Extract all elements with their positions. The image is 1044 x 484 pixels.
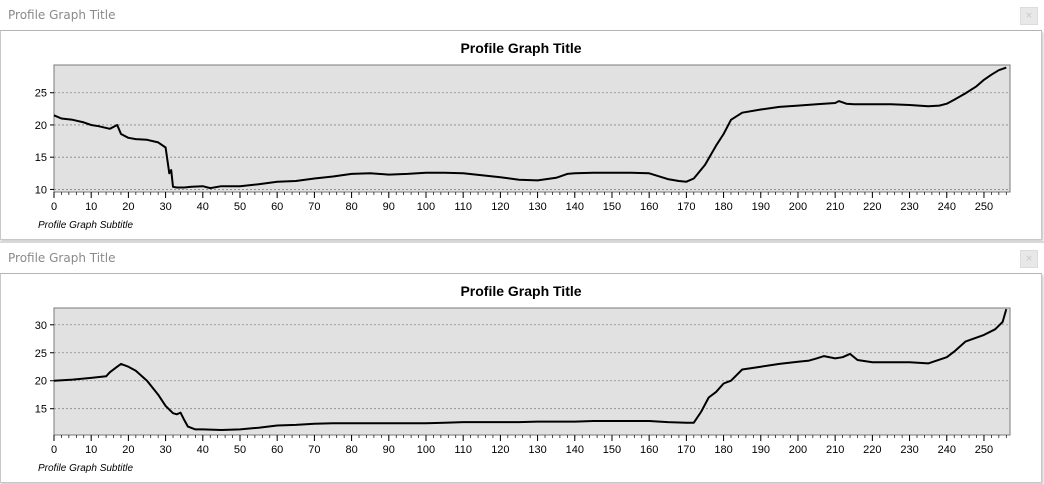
x-tick-label: 120 xyxy=(491,201,509,213)
x-tick-label: 120 xyxy=(491,444,509,456)
profile-graph-chart: Profile Graph Title 15 20 25 30 0 10 20 30 40 50 60… xyxy=(1,274,1041,482)
x-tick-label: 40 xyxy=(197,444,209,456)
x-tick-label: 0 xyxy=(51,444,57,456)
x-tick-label: 190 xyxy=(752,201,770,213)
x-tick-label: 70 xyxy=(308,201,320,213)
x-tick-label: 210 xyxy=(826,201,844,213)
chart-title: Profile Graph Title xyxy=(460,40,581,56)
x-tick-label: 160 xyxy=(640,444,658,456)
x-tick-label: 180 xyxy=(714,201,732,213)
x-tick-label: 200 xyxy=(789,444,807,456)
x-tick-label: 110 xyxy=(454,201,472,213)
x-tick-label: 250 xyxy=(975,444,993,456)
x-tick-label: 170 xyxy=(677,444,695,456)
x-tick-label: 60 xyxy=(271,444,283,456)
x-tick-label: 230 xyxy=(900,444,918,456)
x-tick-label: 110 xyxy=(454,444,472,456)
chart-title: Profile Graph Title xyxy=(460,283,581,299)
x-tick-label: 0 xyxy=(51,201,57,213)
x-tick-label: 140 xyxy=(566,201,584,213)
close-icon[interactable]: × xyxy=(1020,7,1038,25)
x-tick-label: 180 xyxy=(714,444,732,456)
x-tick-label: 90 xyxy=(383,201,395,213)
y-tick-label: 15 xyxy=(35,152,47,164)
x-tick-label: 30 xyxy=(159,201,171,213)
x-tick-label: 160 xyxy=(640,201,658,213)
x-tick-label: 100 xyxy=(417,201,435,213)
x-tick-label: 150 xyxy=(603,201,621,213)
x-tick-label: 130 xyxy=(528,201,546,213)
chart-subtitle: Profile Graph Subtitle xyxy=(38,463,133,474)
y-tick-label: 25 xyxy=(35,88,47,100)
x-tick-label: 100 xyxy=(417,444,435,456)
y-tick-label: 15 xyxy=(35,404,47,416)
x-tick-label: 90 xyxy=(383,444,395,456)
y-tick-label: 10 xyxy=(35,184,47,196)
x-tick-label: 240 xyxy=(938,201,956,213)
x-tick-label: 10 xyxy=(85,201,97,213)
profile-graph-window-1: Profile Graph Title × Profile Graph Titl… xyxy=(0,0,1042,240)
plot-area xyxy=(54,308,1010,435)
x-tick-label: 70 xyxy=(308,444,320,456)
x-tick-label: 60 xyxy=(271,201,283,213)
chart-panel: Profile Graph Title 15 20 25 30 0 10 20 30 40 50 60… xyxy=(0,274,1042,483)
x-tick-label: 50 xyxy=(234,444,246,456)
x-tick-label: 140 xyxy=(566,444,584,456)
x-tick-label: 200 xyxy=(789,201,807,213)
x-tick-label: 230 xyxy=(900,201,918,213)
x-tick-label: 40 xyxy=(197,201,209,213)
window-title: Profile Graph Title xyxy=(8,8,115,22)
chart-panel: Profile Graph Title 10 15 20 25 0 10 20 30 40 50 60… xyxy=(0,31,1042,240)
x-tick-label: 220 xyxy=(863,201,881,213)
x-tick-label: 190 xyxy=(752,444,770,456)
x-tick-label: 220 xyxy=(863,444,881,456)
window-title: Profile Graph Title xyxy=(8,251,115,265)
plot-area xyxy=(54,65,1010,192)
x-tick-label: 80 xyxy=(345,201,357,213)
x-tick-label: 30 xyxy=(159,444,171,456)
x-tick-label: 130 xyxy=(528,444,546,456)
x-tick-label: 250 xyxy=(975,201,993,213)
x-tick-label: 240 xyxy=(938,444,956,456)
y-tick-label: 20 xyxy=(35,120,47,132)
close-icon[interactable]: × xyxy=(1020,250,1038,268)
x-tick-label: 210 xyxy=(826,444,844,456)
x-tick-label: 150 xyxy=(603,444,621,456)
x-tick-label: 80 xyxy=(345,444,357,456)
window-titlebar[interactable]: Profile Graph Title × xyxy=(0,0,1042,31)
y-tick-label: 25 xyxy=(35,348,47,360)
profile-graph-window-2: Profile Graph Title × Profile Graph Titl… xyxy=(0,243,1042,483)
y-tick-label: 20 xyxy=(35,376,47,388)
x-tick-label: 10 xyxy=(85,444,97,456)
x-tick-label: 50 xyxy=(234,201,246,213)
x-tick-label: 20 xyxy=(122,444,134,456)
chart-subtitle: Profile Graph Subtitle xyxy=(38,220,133,231)
x-tick-label: 20 xyxy=(122,201,134,213)
x-tick-label: 170 xyxy=(677,201,695,213)
window-titlebar[interactable]: Profile Graph Title × xyxy=(0,243,1042,274)
y-tick-label: 30 xyxy=(35,320,47,332)
